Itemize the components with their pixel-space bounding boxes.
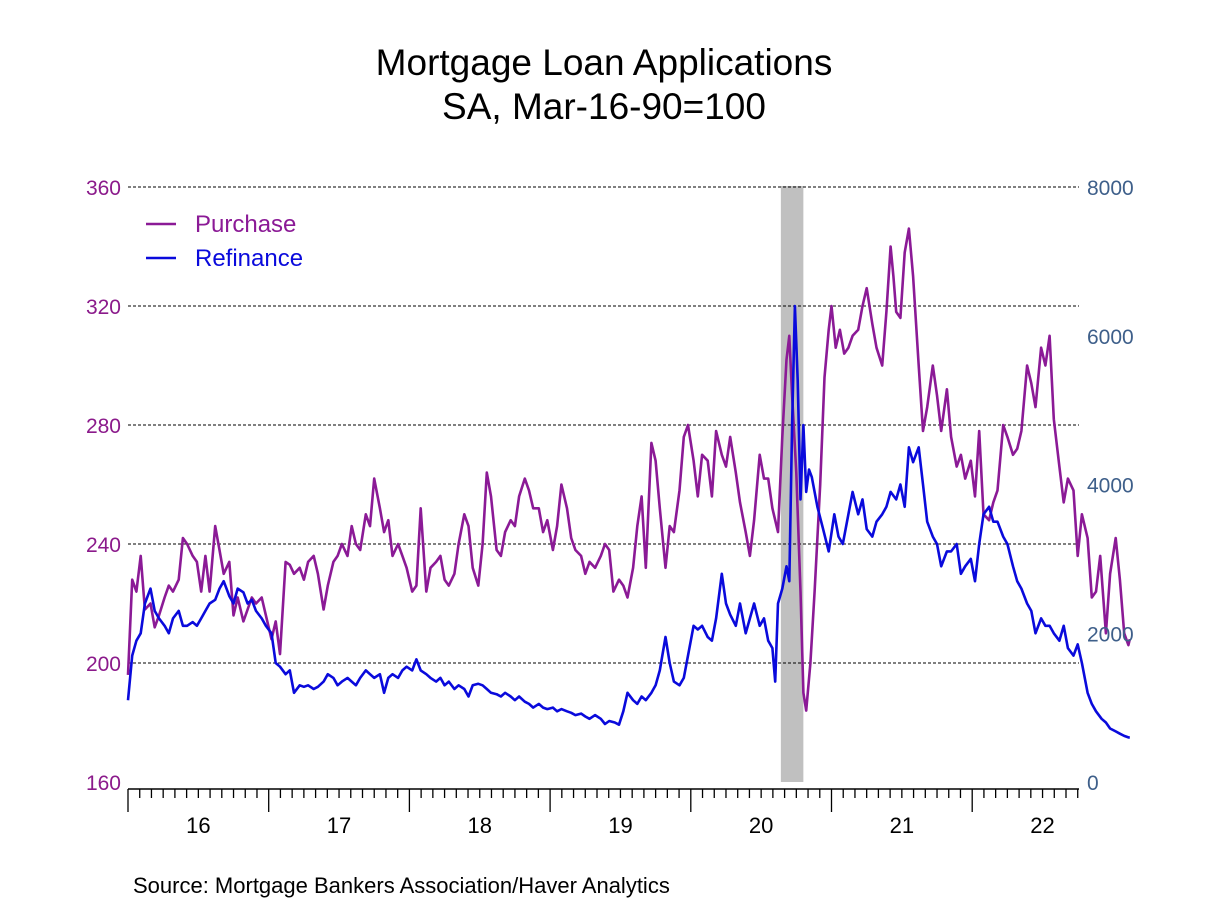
x-axis-tick-label: 19 — [608, 813, 632, 838]
legend: Purchase Refinance — [146, 211, 303, 272]
axes: 160 200 240 280 320 360 0 2000 4000 6000 8000 16 17 1… — [86, 177, 1134, 838]
left-axis-tick-label: 240 — [86, 534, 121, 557]
series-purchase — [126, 227, 1132, 712]
right-axis-tick-label: 6000 — [1087, 326, 1134, 349]
left-axis-tick-label: 200 — [86, 653, 121, 676]
chart-subtitle: SA, Mar-16-90=100 — [442, 86, 766, 127]
x-axis-tick-label: 20 — [749, 813, 773, 838]
gridlines — [128, 186, 1079, 664]
left-axis-tick-label: 320 — [86, 296, 121, 319]
left-axis-tick-label: 360 — [86, 177, 121, 200]
series-refinance — [126, 304, 1130, 739]
right-axis-tick-label: 4000 — [1087, 475, 1134, 498]
right-axis-tick-label: 8000 — [1087, 177, 1134, 200]
x-axis-tick-label: 18 — [468, 813, 492, 838]
source-note: Source: Mortgage Bankers Association/Hav… — [133, 873, 670, 898]
x-axis-tick-label: 17 — [327, 813, 351, 838]
right-axis-tick-label: 2000 — [1087, 623, 1134, 646]
x-axis-tick-label: 21 — [890, 813, 914, 838]
right-axis-tick-label: 0 — [1087, 772, 1099, 795]
x-axis-tick-label: 22 — [1030, 813, 1054, 838]
legend-label-refinance: Refinance — [195, 245, 303, 272]
left-axis-tick-label: 160 — [86, 772, 121, 795]
chart-title: Mortgage Loan Applications — [375, 42, 833, 83]
series-lines — [126, 227, 1132, 739]
left-axis-tick-label: 280 — [86, 415, 121, 438]
legend-label-purchase: Purchase — [195, 211, 296, 238]
x-axis-tick-label: 16 — [186, 813, 210, 838]
